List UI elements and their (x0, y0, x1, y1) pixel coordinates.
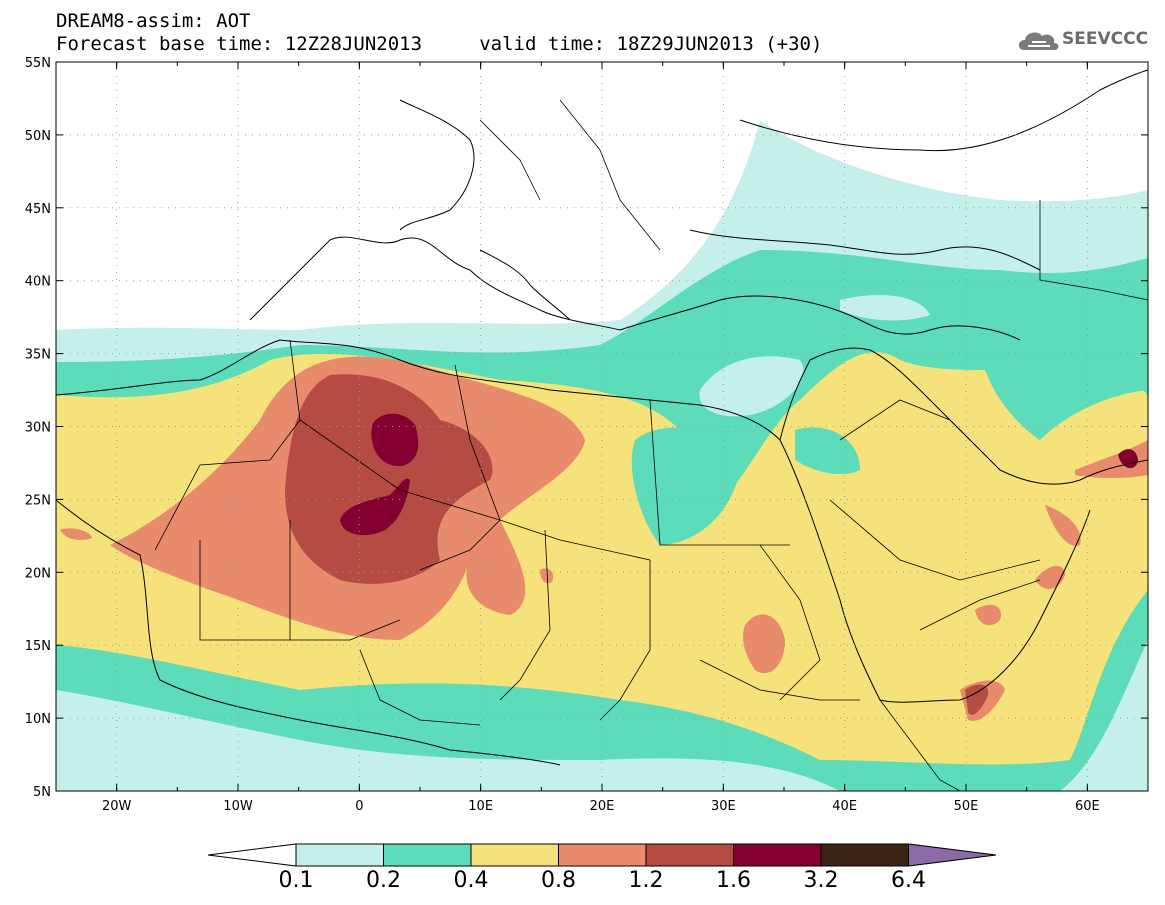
colorbar-over-arrow (908, 843, 997, 867)
colorbar-swatch (558, 843, 647, 867)
coastlines (56, 69, 1148, 766)
lon-tick-label: 50E (954, 799, 979, 814)
lat-tick-label: 45N (25, 202, 51, 217)
aot-level-1.2 (965, 684, 989, 715)
aot-level-0.8 (1045, 505, 1081, 546)
lat-tick-label: 5N (33, 785, 51, 800)
aot-level-1.6 (1118, 449, 1138, 469)
aot-level-0.8 (975, 604, 1001, 626)
lon-tick-label: 20E (590, 799, 615, 814)
lon-tick-label: 40E (832, 799, 857, 814)
lat-tick-label: 55N (25, 56, 51, 71)
lat-tick-label: 50N (25, 129, 51, 144)
aot-level-0.1-hole (699, 356, 804, 417)
lat-tick-label: 35N (25, 348, 51, 363)
aot-level-0.2-hole (980, 340, 1148, 440)
lon-tick-label: 0 (355, 799, 363, 814)
title-line-1: DREAM8-assim: AOT (56, 10, 251, 32)
lon-tick-label: 10E (468, 799, 493, 814)
colorbar-swatch (820, 843, 909, 867)
aot-level-0.2-hole (631, 427, 740, 545)
aot-level-0.8 (60, 528, 92, 540)
aot-level-0.2-hole (795, 427, 860, 475)
aot-level-0.8 (540, 568, 554, 584)
aot-level-0.8 (743, 614, 785, 674)
colorbar-label: 0.8 (541, 868, 576, 893)
lat-tick-label: 30N (25, 421, 51, 436)
ticks (55, 61, 1149, 792)
title-line-2: Forecast base time: 12Z28JUN2013 valid t… (56, 33, 823, 55)
lat-tick-label: 15N (25, 639, 51, 654)
colorbar-label: 1.2 (628, 868, 664, 893)
colorbar-swatch (295, 843, 384, 867)
lon-tick-label: 30E (711, 799, 736, 814)
lat-tick-label: 20N (25, 566, 51, 581)
aot-level-1.6 (340, 478, 410, 536)
aot-level-0.8 (1035, 565, 1065, 590)
colorbar-swatch (733, 843, 822, 867)
colorbar-label: 3.2 (803, 868, 839, 893)
lat-tick-label: 25N (25, 493, 51, 508)
lon-tick-label: 20W (102, 799, 132, 814)
country-borders (154, 99, 1148, 791)
colorbar-label: 0.2 (366, 868, 401, 893)
lon-tick-label: 10W (223, 799, 253, 814)
colorbar-label: 6.4 (891, 868, 926, 893)
colorbar-under-arrow (207, 843, 297, 867)
cloud-logo-icon (1018, 32, 1059, 50)
colorbar-swatch (470, 843, 559, 867)
grid (56, 62, 1148, 791)
colorbar-label: 1.6 (716, 868, 751, 893)
lat-tick-label: 10N (25, 712, 51, 727)
colorbar (207, 843, 997, 867)
logo-text: SEEVCCC (1062, 29, 1149, 49)
colorbar-label: 0.1 (278, 868, 314, 893)
lon-tick-label: 60E (1075, 799, 1100, 814)
colorbar-swatch (383, 843, 472, 867)
colorbar-swatch (645, 843, 734, 867)
colorbar-label: 0.4 (453, 868, 489, 893)
lat-tick-label: 40N (25, 275, 51, 290)
aot-level-0.1-hole (840, 295, 930, 321)
